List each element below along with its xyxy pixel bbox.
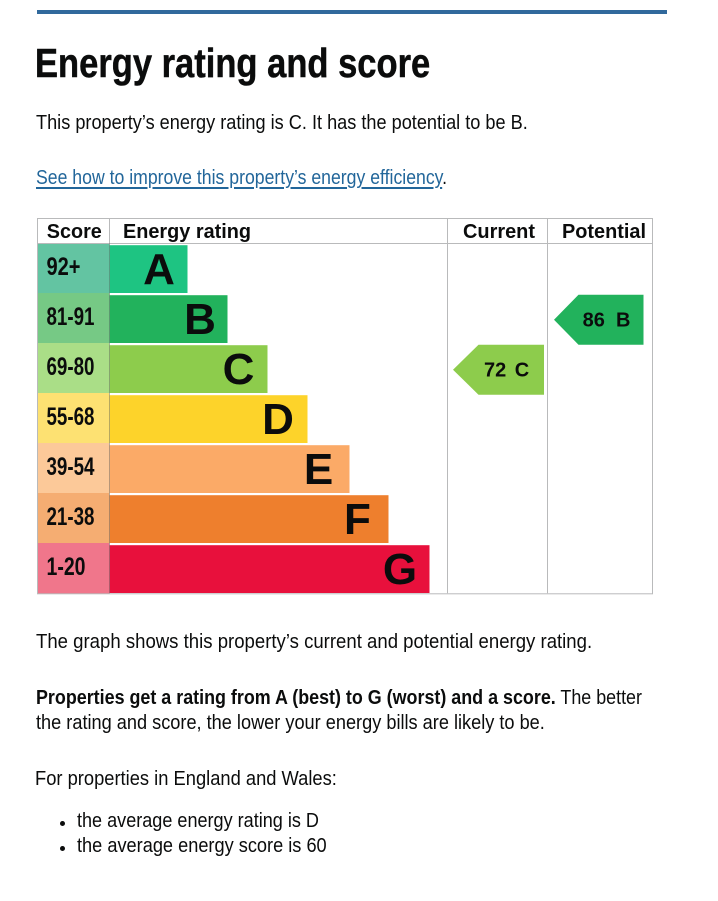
svg-text:Energy rating: Energy rating	[123, 220, 251, 243]
svg-text:F: F	[344, 495, 371, 544]
svg-text:92+: 92+	[47, 253, 81, 281]
svg-text:B: B	[184, 295, 216, 344]
svg-text:72: 72	[484, 360, 506, 382]
svg-text:A: A	[143, 245, 175, 294]
svg-text:C: C	[223, 345, 255, 394]
svg-text:Score: Score	[47, 220, 102, 243]
svg-text:81-91: 81-91	[47, 303, 95, 331]
svg-text:69-80: 69-80	[47, 353, 95, 381]
svg-text:21-38: 21-38	[47, 503, 95, 531]
svg-text:C: C	[515, 360, 529, 382]
svg-text:Potential: Potential	[562, 220, 646, 243]
svg-text:1-20: 1-20	[47, 553, 86, 581]
svg-text:86: 86	[583, 310, 605, 332]
svg-text:Current: Current	[463, 220, 535, 243]
svg-text:E: E	[304, 445, 333, 494]
svg-text:39-54: 39-54	[47, 453, 95, 481]
svg-text:55-68: 55-68	[47, 403, 95, 431]
svg-text:D: D	[262, 395, 294, 444]
svg-text:B: B	[616, 310, 630, 332]
svg-text:G: G	[383, 545, 417, 594]
